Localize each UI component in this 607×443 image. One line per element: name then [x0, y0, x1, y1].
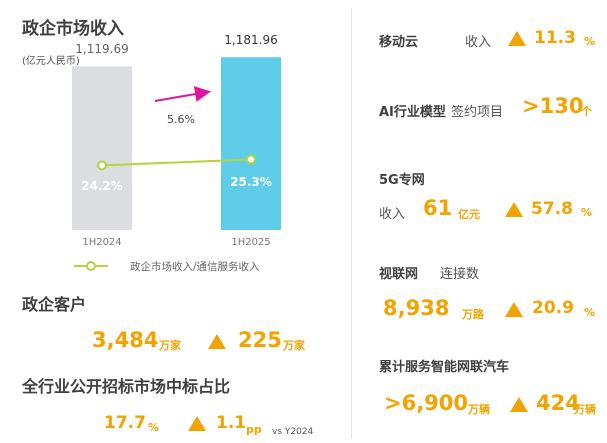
up-triangle-icon: [508, 31, 526, 46]
bar-1h2024: [72, 66, 132, 230]
up-triangle-icon: [188, 416, 206, 431]
5g-growth: 57.8: [531, 199, 573, 219]
vehicles-value: >6,900: [384, 391, 469, 415]
vehicles-delta: 424: [536, 391, 580, 415]
up-triangle-icon: [505, 302, 523, 317]
up-triangle-icon: [510, 397, 528, 412]
bidding-value: 17.7: [104, 413, 146, 433]
bar-label-1h2025: 1,181.96: [224, 33, 278, 48]
ratio-point-1h2024: [97, 160, 107, 171]
vehicles-delta-unit: 万辆: [574, 403, 596, 416]
5g-value: 61: [423, 196, 453, 220]
5g-growth-unit: %: [581, 206, 593, 219]
mobile-cloud-title: 移动云: [379, 35, 419, 50]
customers-value: 3,484: [92, 328, 159, 352]
5g-title: 5G专网: [379, 173, 425, 188]
5g-label: 收入: [379, 207, 406, 222]
mobile-cloud-growth: 11.3: [534, 28, 576, 48]
bar-1h2025: [221, 57, 281, 230]
bidding-delta-unit: pp: [246, 423, 262, 436]
bar-label-1h2024: 1,119.69: [75, 42, 129, 57]
vehicles-title: 累计服务智能网联汽车: [379, 360, 510, 375]
chart-unit-note: (亿元人民币): [22, 56, 80, 67]
x-tick-1h2025: 1H2025: [231, 237, 271, 248]
video-label: 连接数: [440, 267, 480, 282]
customers-unit: 万家: [159, 339, 181, 352]
ai-model-title: AI行业模型: [379, 105, 446, 120]
ratio-point-1h2025: [246, 154, 256, 165]
bidding-delta: 1.1: [216, 413, 247, 433]
bidding-title: 全行业公开招标市场中标占比: [22, 377, 231, 396]
vehicles-unit: 万辆: [468, 403, 490, 416]
up-triangle-icon: [505, 202, 523, 217]
video-unit: 万路: [462, 308, 484, 321]
legend-label: 政企市场收入/通信服务收入: [130, 261, 260, 273]
legend-point: [86, 261, 96, 271]
mobile-cloud-label: 收入: [465, 35, 492, 50]
growth-label: 5.6%: [167, 113, 195, 126]
bidding-note: vs Y2024: [272, 427, 314, 437]
ratio-line: [101, 158, 252, 167]
customers-delta-unit: 万家: [283, 339, 305, 352]
up-triangle-icon: [208, 334, 226, 349]
customers-title: 政企客户: [22, 295, 87, 314]
chart-title: 政企市场收入: [22, 19, 124, 39]
bidding-unit: %: [148, 421, 160, 434]
column-divider: [351, 8, 352, 438]
video-growth: 20.9: [532, 298, 574, 318]
ai-model-unit: 个: [581, 105, 592, 118]
ai-model-value: >130: [522, 94, 584, 118]
video-value: 8,938: [383, 296, 450, 320]
ai-model-label: 签约项目: [451, 105, 504, 120]
5g-unit: 亿元: [458, 208, 480, 221]
mobile-cloud-unit: %: [584, 35, 596, 48]
customers-delta: 225: [238, 328, 282, 352]
revenue-chart: [72, 57, 281, 271]
ratio-label-1h2025: 25.3%: [230, 175, 272, 189]
x-tick-1h2024: 1H2024: [82, 237, 122, 248]
video-title: 视联网: [379, 267, 419, 282]
growth-arrow: [154, 86, 211, 102]
video-growth-unit: %: [584, 306, 596, 319]
ratio-label-1h2024: 24.2%: [81, 179, 123, 193]
